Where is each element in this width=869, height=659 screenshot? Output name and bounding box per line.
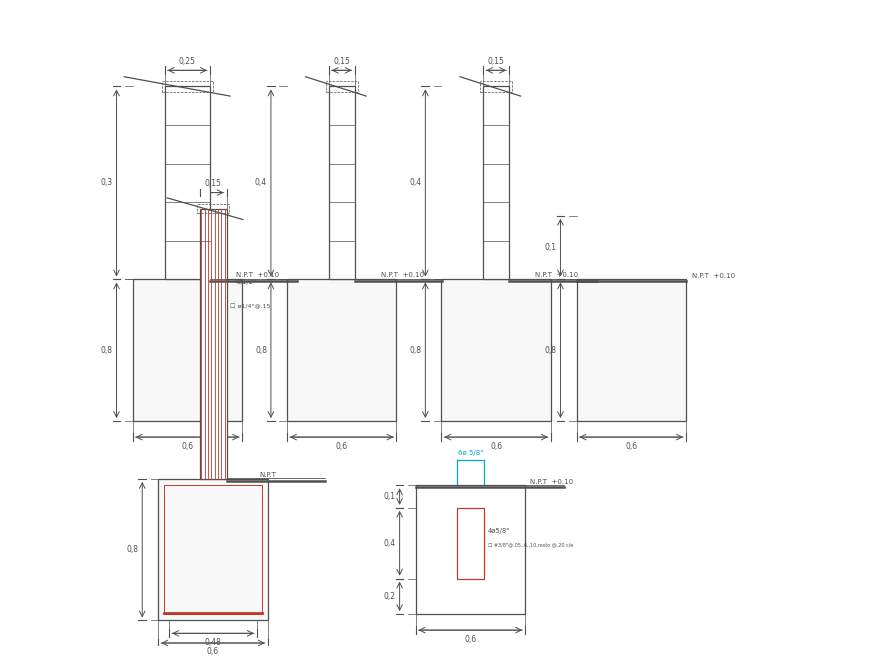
Text: 0,6: 0,6 bbox=[464, 635, 476, 644]
Bar bbox=[164, 485, 262, 614]
Text: 0,3: 0,3 bbox=[101, 179, 112, 187]
Bar bbox=[158, 479, 268, 621]
Text: N.P.T: N.P.T bbox=[259, 472, 276, 478]
Text: 0,6: 0,6 bbox=[207, 648, 219, 656]
Text: 0,6: 0,6 bbox=[181, 442, 193, 451]
Text: 0,6: 0,6 bbox=[335, 442, 348, 451]
Text: 6ø 5/8": 6ø 5/8" bbox=[457, 450, 482, 457]
Bar bbox=[482, 86, 508, 279]
Bar bbox=[162, 80, 213, 92]
Text: 0,6: 0,6 bbox=[489, 442, 501, 451]
Bar bbox=[576, 279, 685, 421]
Text: 0,4: 0,4 bbox=[255, 179, 267, 187]
Text: N.P.T  +0.10: N.P.T +0.10 bbox=[534, 272, 578, 277]
Bar bbox=[164, 86, 209, 279]
Bar bbox=[196, 204, 229, 214]
Text: 0,4: 0,4 bbox=[409, 179, 421, 187]
Bar bbox=[325, 80, 357, 92]
Text: 0,8: 0,8 bbox=[126, 545, 138, 554]
Text: 0,15: 0,15 bbox=[204, 179, 222, 188]
Text: N.P.T  +0.10: N.P.T +0.10 bbox=[381, 272, 423, 277]
Text: 0,15: 0,15 bbox=[488, 57, 504, 66]
Bar bbox=[480, 80, 512, 92]
Bar bbox=[287, 279, 396, 421]
Bar bbox=[456, 508, 483, 579]
Text: 0,48: 0,48 bbox=[204, 638, 222, 647]
Text: 0,2: 0,2 bbox=[383, 592, 395, 601]
Bar bbox=[415, 485, 525, 614]
Text: 0,8: 0,8 bbox=[255, 346, 267, 355]
Bar bbox=[328, 86, 355, 279]
Text: 0,25: 0,25 bbox=[179, 57, 196, 66]
Text: 4ø5/8": 4ø5/8" bbox=[488, 528, 509, 534]
Text: 0,8: 0,8 bbox=[101, 346, 112, 355]
Text: N.P.T  +0.10: N.P.T +0.10 bbox=[692, 273, 734, 279]
Text: 0,15: 0,15 bbox=[333, 57, 349, 66]
Text: ☐ ø1/4"@.15: ☐ ø1/4"@.15 bbox=[229, 304, 269, 310]
Text: ☐ #3/8"@.05,.6,.10,resto @.20 c/e: ☐ #3/8"@.05,.6,.10,resto @.20 c/e bbox=[488, 543, 573, 548]
Text: 0,8: 0,8 bbox=[544, 346, 556, 355]
Bar bbox=[441, 279, 550, 421]
Text: 0,8: 0,8 bbox=[409, 346, 421, 355]
Text: N.P.T  +0.10: N.P.T +0.10 bbox=[529, 478, 573, 485]
Bar bbox=[132, 279, 242, 421]
Text: 0,4: 0,4 bbox=[383, 539, 395, 548]
Text: 0,1: 0,1 bbox=[544, 243, 556, 252]
Text: 0,1: 0,1 bbox=[383, 492, 395, 501]
Text: 4ø1/2": 4ø1/2" bbox=[234, 279, 256, 285]
Text: 0,6: 0,6 bbox=[625, 442, 637, 451]
Bar bbox=[199, 209, 226, 479]
Text: N.P.T  +0.10: N.P.T +0.10 bbox=[235, 272, 279, 277]
